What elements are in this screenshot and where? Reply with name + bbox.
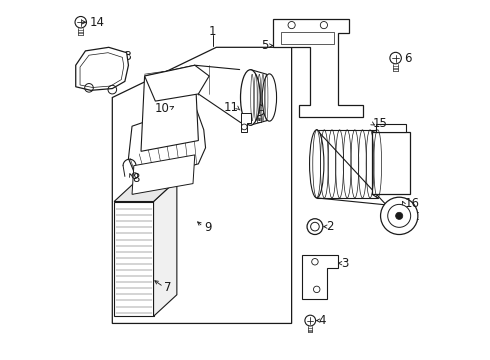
Polygon shape (76, 47, 128, 90)
Text: 8: 8 (132, 172, 140, 185)
Text: 7: 7 (164, 281, 172, 294)
Polygon shape (114, 202, 153, 316)
Text: 11: 11 (223, 101, 239, 114)
Bar (372, 132, 410, 194)
Text: 3: 3 (341, 257, 348, 270)
Text: 6: 6 (404, 51, 412, 64)
Text: 4: 4 (318, 314, 326, 327)
Text: 2: 2 (326, 220, 333, 233)
Polygon shape (241, 113, 251, 132)
Polygon shape (153, 180, 177, 316)
Text: 14: 14 (90, 16, 105, 29)
Polygon shape (128, 105, 205, 180)
Ellipse shape (241, 70, 260, 125)
Text: 10: 10 (155, 102, 170, 115)
Text: 15: 15 (372, 117, 387, 130)
Bar (376, 124, 406, 132)
Polygon shape (302, 255, 338, 299)
Circle shape (307, 219, 323, 234)
Text: 12: 12 (238, 93, 253, 106)
Polygon shape (141, 65, 198, 151)
Polygon shape (132, 155, 195, 194)
Polygon shape (114, 180, 177, 202)
Text: 1: 1 (209, 25, 217, 38)
Polygon shape (281, 32, 334, 44)
Ellipse shape (262, 74, 276, 121)
Text: 16: 16 (405, 197, 419, 210)
Text: 13: 13 (118, 50, 133, 63)
Circle shape (381, 197, 418, 234)
Polygon shape (145, 65, 209, 101)
Circle shape (395, 212, 403, 220)
Polygon shape (273, 19, 364, 117)
Text: 5: 5 (261, 39, 269, 52)
Ellipse shape (310, 130, 324, 198)
Text: 9: 9 (204, 221, 211, 234)
